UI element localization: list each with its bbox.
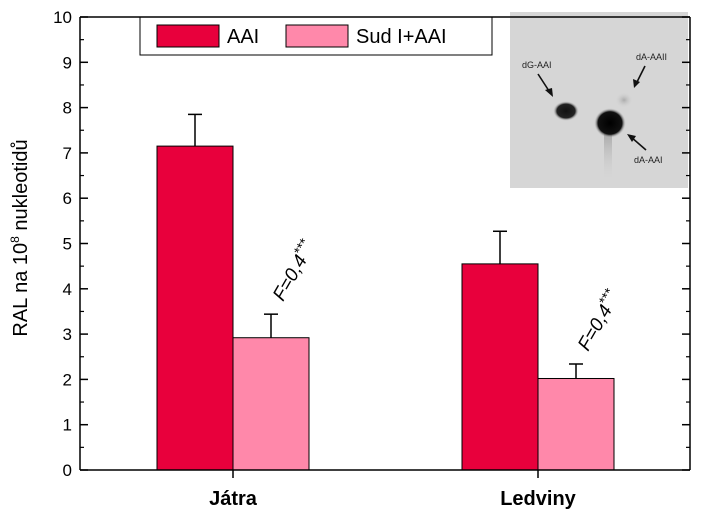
error-bars-group xyxy=(188,113,583,379)
y-tick-label: 8 xyxy=(63,99,72,118)
y-axis-label-sup: 8 xyxy=(8,236,22,243)
inset-streak xyxy=(604,128,612,183)
bar-sud-0 xyxy=(232,337,310,471)
annotations-group: F=0,4***F=0,4*** xyxy=(266,235,626,355)
y-tick-label: 4 xyxy=(63,280,72,299)
spot-da-aaii xyxy=(615,92,633,108)
y-tick-label: 7 xyxy=(63,144,72,163)
inset-label-dg-aai: dG-AAI xyxy=(522,60,552,70)
y-axis-label-pre: RAL na 10 xyxy=(10,243,32,337)
legend-swatch-aai xyxy=(156,24,220,48)
arrowhead-dg-aai xyxy=(545,88,553,97)
bar-aai-1 xyxy=(461,263,539,471)
y-tick-label: 0 xyxy=(63,461,72,480)
bar-aai-0 xyxy=(156,145,234,471)
legend-label-sud: Sud I+AAI xyxy=(356,26,447,48)
bar-sud-1 xyxy=(537,377,615,471)
x-category-label: Játra xyxy=(209,488,258,510)
arrowhead-da-aaii xyxy=(633,79,640,88)
y-tick-label: 6 xyxy=(63,189,72,208)
significance-annotation: F=0,4*** xyxy=(571,285,626,355)
spot-dg-aai xyxy=(553,101,579,121)
annotation-main: F=0,4 xyxy=(269,252,312,305)
y-tick-label: 3 xyxy=(63,325,72,344)
y-tick-label: 5 xyxy=(63,235,72,254)
bars-group xyxy=(156,145,615,471)
y-tick-label: 9 xyxy=(63,53,72,72)
y-tick-label: 10 xyxy=(53,8,72,27)
y-axis-label-post: nukleotidů xyxy=(10,139,32,236)
significance-annotation: F=0,4*** xyxy=(266,235,321,305)
inset-label-da-aaii: dA-AAII xyxy=(636,52,667,62)
spot-da-aai xyxy=(594,108,626,138)
inset-background xyxy=(510,12,688,188)
legend-swatch-sud xyxy=(285,24,349,48)
annotation-stars: *** xyxy=(290,235,312,258)
y-tick-label: 1 xyxy=(63,416,72,435)
y-ticks-group: 0 1 2 3 4 5 6 7 8 9 10 xyxy=(53,8,690,480)
y-tick-label: 2 xyxy=(63,370,72,389)
x-category-label: Ledviny xyxy=(500,488,576,510)
x-categories-group: Játra Ledviny xyxy=(209,470,577,510)
legend-label-aai: AAI xyxy=(227,26,259,48)
inset-autoradiograph: dG-AAI dA-AAII dA-AAI xyxy=(510,12,688,188)
annotation-stars: *** xyxy=(595,285,617,308)
inset-label-da-aai: dA-AAI xyxy=(634,155,663,165)
arrowhead-da-aai xyxy=(627,134,636,142)
legend: AAI Sud I+AAI xyxy=(139,16,493,56)
y-axis-label: RAL na 108 nukleotidů xyxy=(8,139,32,336)
annotation-main: F=0,4 xyxy=(574,301,617,354)
